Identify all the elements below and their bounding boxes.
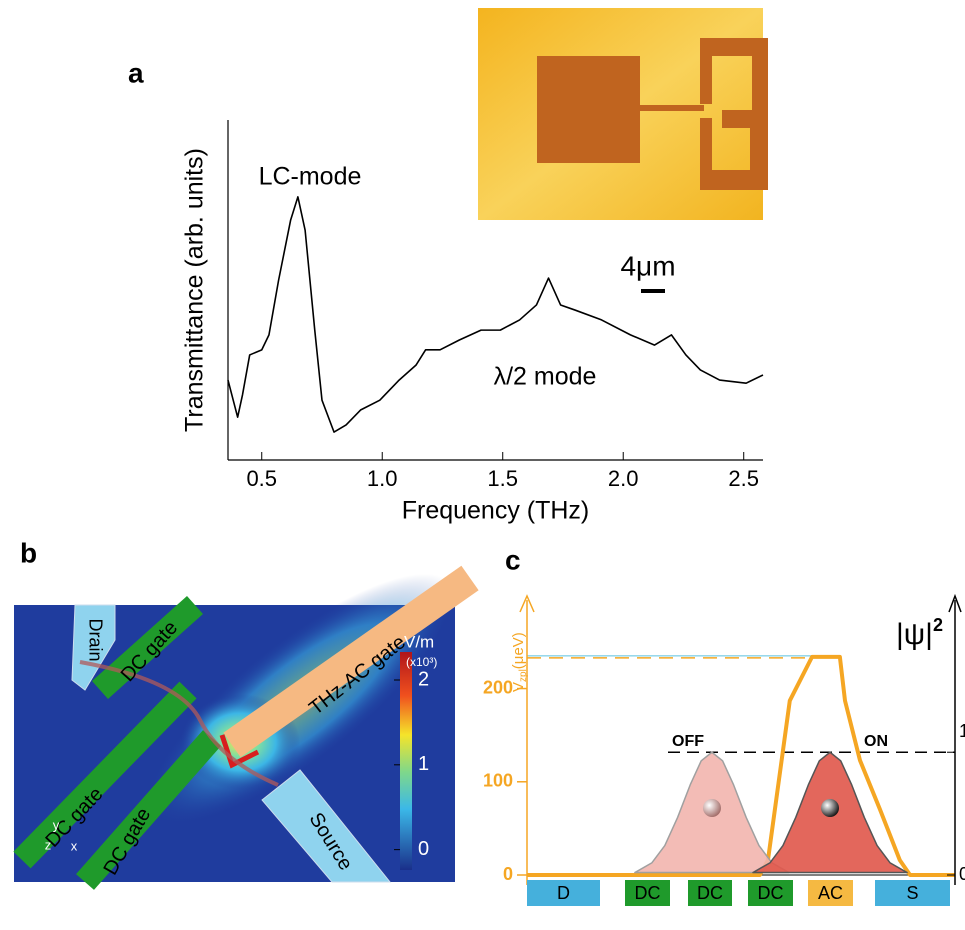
dc-gate bbox=[91, 596, 204, 699]
electrode-label: DC bbox=[635, 883, 661, 903]
y2-axis-label-main: |ψ| bbox=[896, 618, 933, 651]
y2-axis-label-sup: 2 bbox=[933, 615, 943, 635]
y2-axis-label: |ψ|2 bbox=[896, 615, 943, 651]
electrode bbox=[688, 880, 732, 906]
colorbar-tick-label: 0 bbox=[418, 838, 429, 860]
panel-label: a bbox=[128, 57, 144, 88]
electrode-label: D bbox=[557, 883, 570, 903]
colorbar-tick-label: 1 bbox=[418, 753, 429, 775]
electrode bbox=[808, 880, 853, 906]
y2-tick-label: 0 bbox=[959, 864, 965, 884]
electrode bbox=[527, 880, 600, 906]
y-axis-label: Transmittance (arb. units) bbox=[181, 148, 209, 432]
scale-bar-label: 4μm bbox=[620, 250, 675, 281]
y-tick-label: 0 bbox=[503, 864, 513, 884]
source bbox=[261, 769, 392, 883]
field-label: Drain bbox=[85, 618, 105, 661]
electrode-label: DC bbox=[697, 883, 723, 903]
inset-micrograph bbox=[478, 8, 768, 220]
annotation: OFF bbox=[672, 733, 704, 750]
electrode-label: DC bbox=[758, 883, 784, 903]
y-axis-arrow bbox=[519, 594, 535, 613]
panel-label: c bbox=[505, 544, 521, 575]
dc-gate bbox=[13, 681, 197, 869]
x-tick-label: 0.5 bbox=[246, 466, 277, 491]
electrode-label: AC bbox=[818, 883, 843, 903]
x-tick-label: 2.5 bbox=[728, 466, 759, 491]
y-axis-label-sub: zpl bbox=[518, 669, 529, 682]
annotation: λ/2 mode bbox=[494, 363, 597, 391]
colorbar-scale: (x10³) bbox=[406, 655, 437, 669]
y-axis-label: Vzpl(μeV) bbox=[510, 632, 529, 692]
ac-gate-edge bbox=[219, 734, 260, 769]
panel-label: b bbox=[20, 537, 37, 568]
ac-gate bbox=[223, 565, 479, 758]
x-axis-label: Frequency (THz) bbox=[402, 497, 590, 525]
y2-tick-label: 1 bbox=[959, 721, 965, 741]
linecut bbox=[79, 660, 279, 787]
axis-triad: x bbox=[71, 838, 78, 853]
particle bbox=[821, 799, 839, 817]
axis-triad: z bbox=[45, 837, 52, 852]
dc-gate bbox=[76, 730, 221, 890]
annotation: ON bbox=[864, 733, 888, 750]
x-tick-label: 2.0 bbox=[608, 466, 639, 491]
annotation: LC-mode bbox=[259, 163, 362, 191]
y-axis-label-unit: (μeV) bbox=[510, 632, 527, 669]
colorbar-tick-label: 2 bbox=[418, 668, 429, 690]
electrode bbox=[875, 880, 950, 906]
colorbar-unit: V/m bbox=[404, 632, 434, 651]
colorbar bbox=[400, 652, 412, 870]
axis-triad: y bbox=[53, 817, 60, 832]
electrode-label: S bbox=[906, 883, 918, 903]
y-axis-label-main: V bbox=[510, 682, 527, 692]
y-tick-label: 200 bbox=[483, 677, 513, 697]
x-tick-label: 1.5 bbox=[487, 466, 518, 491]
y2-axis-arrow bbox=[948, 593, 962, 613]
electrode bbox=[748, 880, 793, 906]
electrode bbox=[625, 880, 670, 906]
data-line bbox=[227, 196, 764, 433]
particle bbox=[703, 799, 721, 817]
y-tick-label: 100 bbox=[483, 771, 513, 791]
x-tick-label: 1.0 bbox=[367, 466, 398, 491]
